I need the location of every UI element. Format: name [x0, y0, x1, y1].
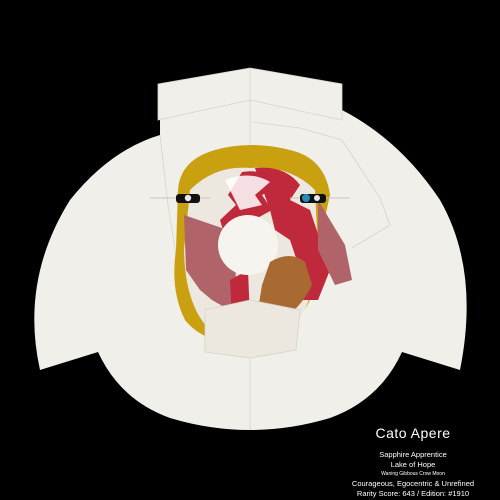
character-traits: Courageous, Egocentric & Unrefined [351, 479, 475, 488]
right-pupil [314, 195, 320, 201]
moon-phase: Waning Gibbous Crow Moon [381, 471, 445, 477]
character-title: Sapphire Apprentice [379, 450, 447, 459]
right-iris [302, 194, 310, 202]
white-orb [218, 215, 278, 275]
white-swirl [225, 175, 270, 210]
caption-block: Cato Apere Sapphire Apprentice Lake of H… [338, 424, 488, 499]
right-sash [251, 121, 391, 249]
character-origin: Lake of Hope [390, 460, 436, 469]
chin-plate [204, 299, 301, 359]
rarity-score: Rarity Score: 643 / Edition: #1910 [356, 489, 470, 498]
crimson-flame-right [255, 167, 330, 300]
character-name: Cato Apere [375, 425, 451, 441]
left-pupil [184, 194, 192, 202]
mauve-panel-right [318, 200, 352, 285]
